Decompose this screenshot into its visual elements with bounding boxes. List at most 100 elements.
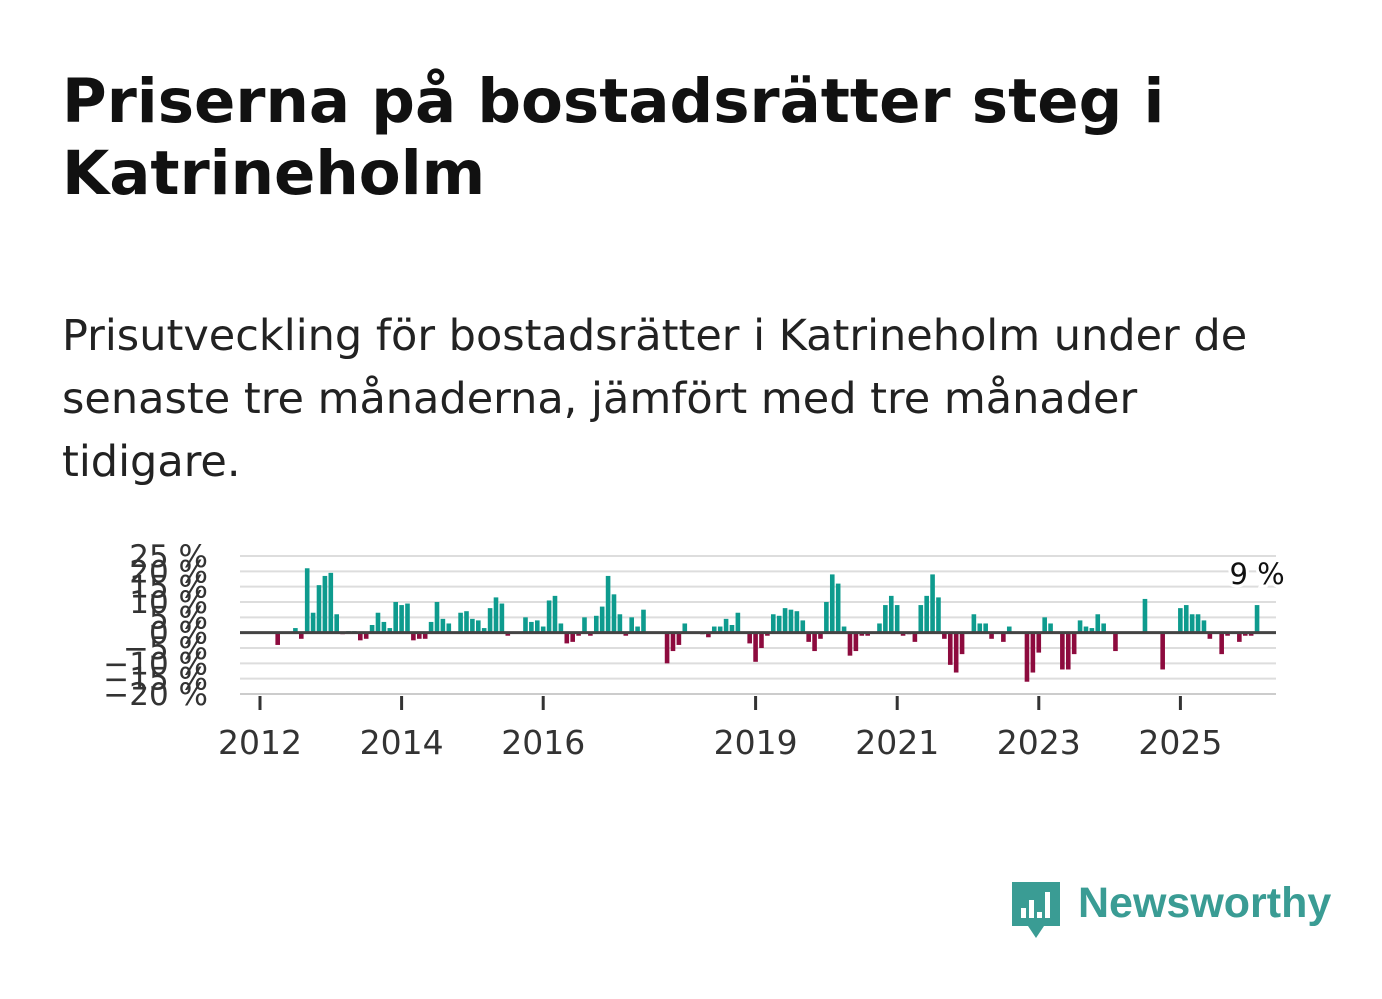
data-bars [275, 568, 1260, 682]
data-bar [635, 626, 640, 633]
data-bar [1160, 632, 1165, 670]
data-bar [735, 612, 741, 633]
data-bar [1030, 632, 1036, 673]
data-bar [1024, 632, 1030, 682]
data-bar [1183, 605, 1189, 633]
data-bar [369, 625, 375, 633]
data-bar [1006, 626, 1012, 633]
data-bar [1042, 617, 1047, 633]
data-bar [753, 632, 758, 662]
y-tick-label: −5 % [123, 631, 208, 667]
data-bar [434, 602, 440, 633]
data-bar [853, 632, 859, 652]
data-bar [877, 623, 882, 633]
data-bar [723, 618, 729, 633]
data-bar [759, 632, 764, 648]
data-bar [593, 615, 599, 633]
y-tick-label: 5 % [149, 600, 208, 636]
data-bar [1065, 632, 1071, 670]
data-bar [1178, 608, 1183, 633]
data-bar [1095, 614, 1101, 633]
data-bar [1201, 620, 1207, 633]
data-bar [293, 628, 298, 633]
data-bar [971, 614, 977, 633]
data-bar [310, 612, 316, 633]
data-bar [765, 632, 770, 636]
data-bar [1048, 623, 1053, 633]
data-bar [334, 614, 339, 633]
data-bar [470, 618, 475, 633]
data-bar [505, 632, 511, 636]
data-bar [405, 603, 410, 633]
data-bar [912, 632, 918, 642]
data-bar [523, 617, 528, 633]
x-tick-label: 2016 [501, 723, 585, 762]
data-bar [900, 632, 906, 636]
data-bar [1071, 632, 1077, 655]
data-bar [682, 623, 688, 633]
data-bar [1242, 632, 1248, 636]
data-bar [959, 632, 965, 655]
data-bar [794, 611, 800, 633]
data-bar [670, 632, 676, 652]
data-bar [953, 632, 959, 673]
data-bar [611, 594, 617, 633]
data-bar [865, 632, 870, 636]
y-tick-label: −10 % [103, 646, 208, 682]
data-bar [1113, 632, 1118, 652]
data-bar [788, 609, 794, 633]
newsworthy-logo-text: Newsworthy [1078, 879, 1332, 927]
data-bar [800, 620, 806, 633]
data-bar [475, 620, 481, 633]
data-bar [1195, 614, 1201, 633]
data-bar [1036, 632, 1042, 653]
y-tick-label: 10 % [129, 585, 208, 621]
data-bar [275, 632, 280, 645]
data-bar [747, 632, 752, 644]
y-tick-label: 15 % [129, 570, 208, 606]
data-bar [641, 609, 646, 633]
x-tick-label: 2012 [218, 723, 302, 762]
chart-subtitle: Prisutveckling för bostadsrätter i Katri… [62, 311, 1248, 487]
data-bar [1060, 632, 1065, 670]
data-bar [729, 625, 735, 633]
data-bar [322, 575, 328, 633]
data-bar [552, 595, 558, 633]
data-bar [947, 632, 953, 665]
data-bar [588, 632, 593, 636]
y-tick-label: −20 % [103, 677, 208, 713]
data-bar [582, 617, 587, 633]
data-bar [776, 615, 782, 633]
data-bar [1207, 632, 1213, 639]
data-bar [664, 632, 670, 664]
data-bar [458, 612, 463, 633]
data-bar [576, 632, 581, 636]
data-bar [1219, 632, 1224, 655]
data-bar [529, 621, 534, 633]
data-bar [1142, 598, 1148, 633]
data-bar [493, 597, 499, 633]
x-tick-label: 2023 [997, 723, 1081, 762]
data-bar [818, 632, 823, 639]
data-bar [824, 602, 829, 633]
data-bar [399, 605, 404, 633]
data-bar [605, 575, 611, 633]
x-tick-label: 2021 [855, 723, 939, 762]
data-bar [487, 608, 493, 633]
data-bar [835, 583, 841, 633]
end-value-label: 9 % [1226, 554, 1287, 594]
data-bar [564, 632, 570, 644]
data-bar [1248, 632, 1254, 636]
data-bar [936, 597, 941, 633]
data-bar [357, 632, 363, 641]
data-bar [1189, 614, 1195, 633]
data-bar [570, 632, 575, 642]
data-bar [717, 626, 723, 633]
data-bar [983, 623, 988, 633]
data-bar [930, 574, 935, 633]
end-value-label-text: 9 % [1229, 557, 1284, 591]
y-axis-tick-labels: 25 %20 %15 %10 %5 %0 %−5 %−10 %−15 %−20 … [103, 539, 208, 713]
data-bar [847, 632, 853, 656]
data-bar [416, 632, 422, 639]
data-bar [1001, 632, 1006, 642]
